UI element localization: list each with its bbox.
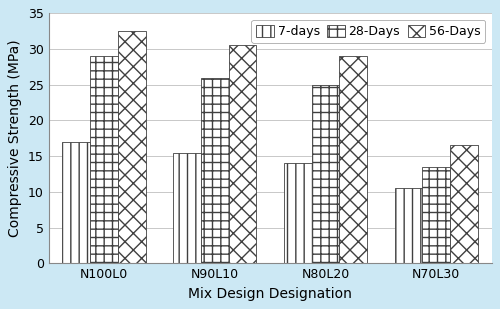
Bar xyxy=(422,167,450,263)
Bar xyxy=(62,142,90,263)
X-axis label: Mix Design Designation: Mix Design Designation xyxy=(188,287,352,301)
Y-axis label: Compressive Strength (MPa): Compressive Strength (MPa) xyxy=(8,40,22,237)
Bar xyxy=(312,85,340,263)
Bar xyxy=(173,153,201,263)
Bar xyxy=(118,31,146,263)
Bar xyxy=(284,163,312,263)
Legend: 7-days, 28-Days, 56-Days: 7-days, 28-Days, 56-Days xyxy=(252,19,486,43)
Bar xyxy=(340,56,367,263)
Bar xyxy=(450,146,478,263)
Bar xyxy=(228,45,256,263)
Bar xyxy=(90,56,118,263)
Bar xyxy=(201,78,228,263)
Bar xyxy=(395,188,422,263)
